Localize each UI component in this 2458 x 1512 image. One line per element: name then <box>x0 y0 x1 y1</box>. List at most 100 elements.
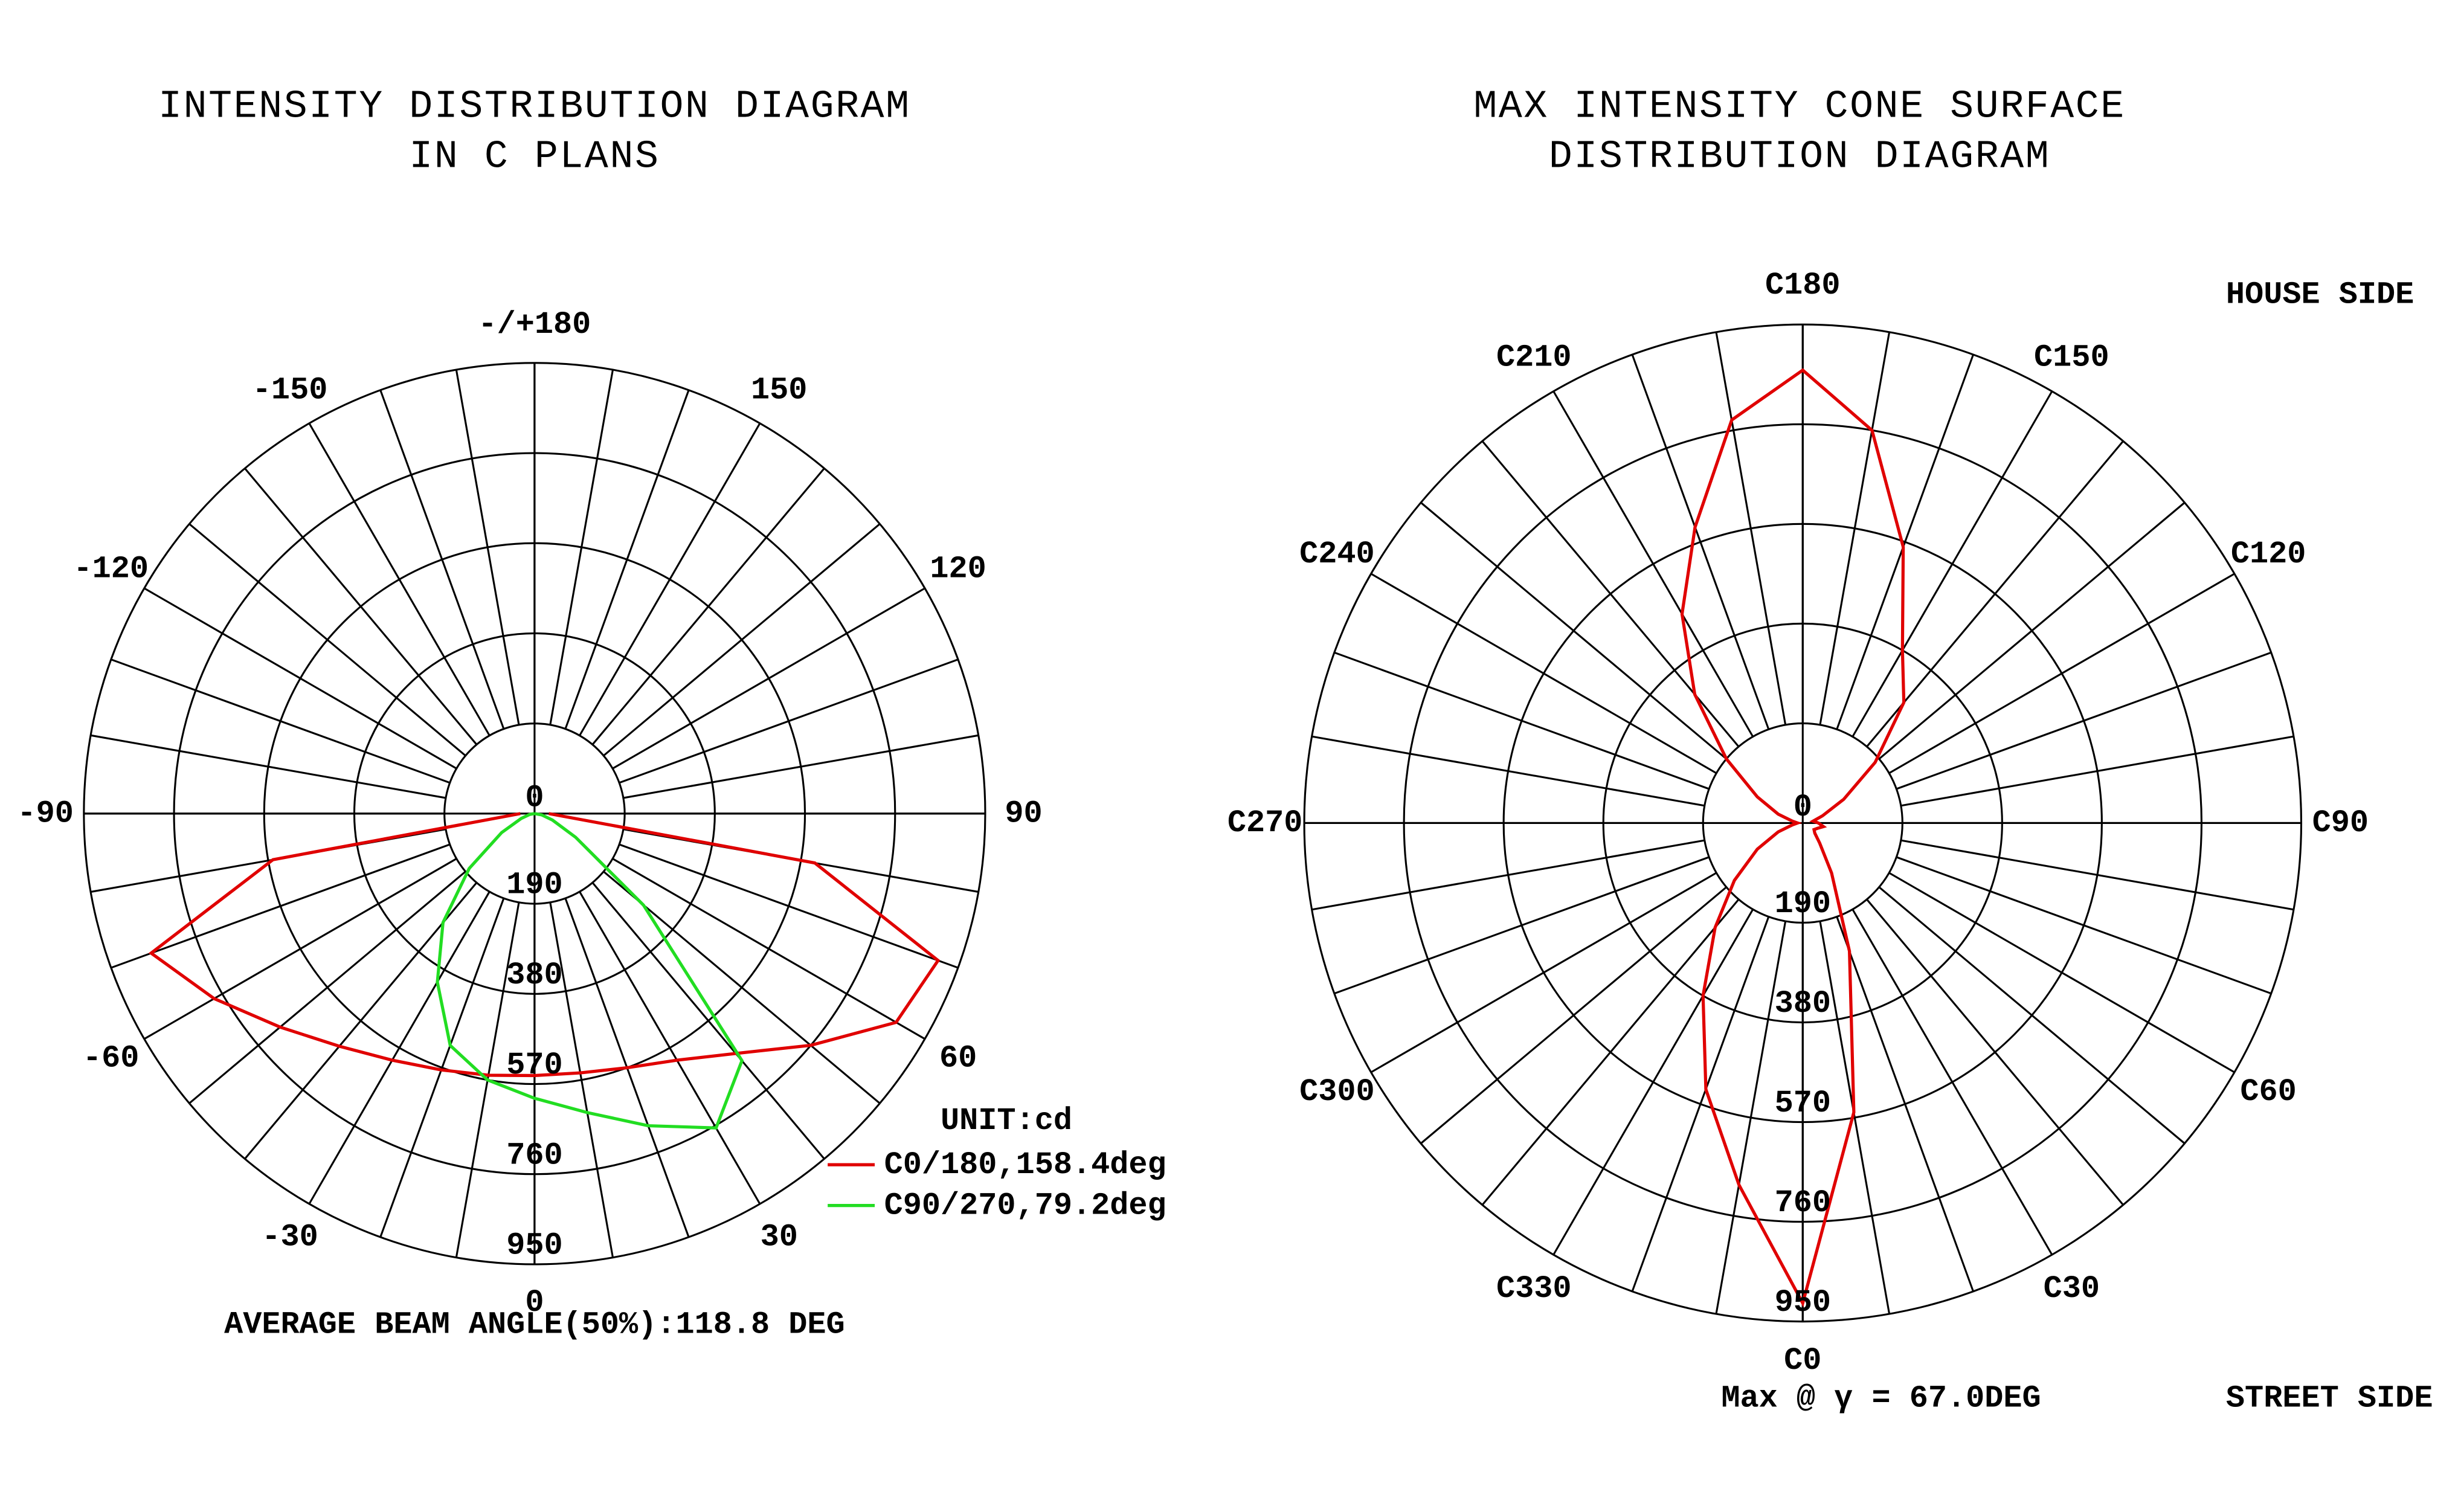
grid-spoke <box>1878 501 2186 760</box>
grid-spoke <box>619 658 959 784</box>
grid-spoke <box>1896 651 2272 790</box>
grid-spoke <box>1878 886 2186 1145</box>
r-tick-label: 190 <box>506 867 562 903</box>
grid-spoke <box>1552 390 1754 738</box>
grid-spoke <box>455 369 520 725</box>
theta-tick-label: C240 <box>1299 536 1375 572</box>
theta-tick-label: 120 <box>930 552 986 587</box>
curve <box>436 812 744 1130</box>
grid-spoke <box>1311 735 1705 807</box>
grid-spoke <box>1334 651 1710 790</box>
grid-spoke <box>1311 839 1705 911</box>
grid-spoke <box>1420 501 1727 760</box>
theta-tick-label: C210 <box>1496 339 1572 375</box>
r-tick-label: 570 <box>506 1047 562 1083</box>
theta-tick-label: 150 <box>751 372 807 408</box>
grid-spoke <box>1866 898 2124 1206</box>
grid-spoke <box>1481 440 1740 748</box>
grid-spoke <box>619 843 959 969</box>
grid-spoke <box>1896 856 2272 995</box>
grid-spoke <box>244 882 478 1160</box>
grid-spoke <box>188 870 466 1104</box>
chart-title: DISTRIBUTION DIAGRAM <box>1549 135 2050 179</box>
grid-spoke <box>1370 872 1717 1073</box>
theta-tick-label: -90 <box>18 796 74 832</box>
grid-spoke <box>1852 909 2053 1255</box>
grid-spoke <box>1836 354 1974 730</box>
grid-spoke <box>1420 886 1727 1145</box>
grid-spoke <box>612 858 925 1040</box>
grid-spoke <box>188 523 466 757</box>
grid-spoke <box>623 734 979 799</box>
grid-spoke <box>111 658 451 784</box>
theta-tick-label: 30 <box>761 1220 798 1255</box>
grid-spoke <box>612 587 925 770</box>
grid-spoke <box>1900 839 2294 911</box>
theta-tick-label: -150 <box>253 372 328 408</box>
theta-tick-label: C90 <box>2312 805 2369 841</box>
grid-spoke <box>144 858 457 1040</box>
grid-spoke <box>591 468 825 745</box>
theta-tick-label: C120 <box>2231 536 2306 572</box>
grid-spoke <box>549 902 614 1258</box>
grid-spoke <box>1334 856 1710 995</box>
grid-spoke <box>1481 898 1740 1206</box>
legend-label: C0/180,158.4deg <box>884 1147 1166 1183</box>
grid-spoke <box>579 891 761 1205</box>
unit-label: UNIT:cd <box>941 1103 1072 1139</box>
footer: AVERAGE BEAM ANGLE(50%):118.8 DEG <box>224 1307 845 1343</box>
grid-spoke <box>1852 390 2053 738</box>
r-tick-label: 950 <box>506 1227 562 1263</box>
grid-spoke <box>1836 916 1974 1292</box>
grid-spoke <box>1631 354 1770 730</box>
grid-spoke <box>1819 921 1891 1314</box>
theta-tick-label: -/+180 <box>478 307 591 343</box>
r-tick-label: 380 <box>1775 986 1831 1021</box>
theta-tick-label: C300 <box>1299 1074 1375 1110</box>
grid-spoke <box>603 870 881 1104</box>
chart-title: IN C PLANS <box>409 135 660 179</box>
grid-spoke <box>1866 440 2124 748</box>
grid-spoke <box>379 898 505 1238</box>
grid-spoke <box>1552 909 1754 1255</box>
grid-spoke <box>1888 872 2235 1073</box>
r-tick-label: 760 <box>506 1137 562 1173</box>
r-tick-label: 570 <box>1775 1086 1831 1121</box>
theta-tick-label: C330 <box>1496 1271 1572 1307</box>
theta-tick-label: C60 <box>2240 1074 2296 1110</box>
grid-spoke <box>1370 573 1717 774</box>
grid-spoke <box>308 422 491 736</box>
theta-tick-label: C180 <box>1765 268 1841 303</box>
theta-tick-label: -30 <box>262 1220 318 1255</box>
legend-label: C90/270,79.2deg <box>884 1188 1166 1223</box>
grid-spoke <box>90 734 446 799</box>
r-tick-label: 0 <box>1794 790 1812 825</box>
grid-spoke <box>244 468 478 745</box>
annotation: STREET SIDE <box>2226 1381 2433 1417</box>
curve <box>1680 368 1906 1308</box>
r-tick-label: 380 <box>506 957 562 993</box>
curve <box>148 812 941 1078</box>
r-tick-label: 190 <box>1775 886 1831 922</box>
grid-spoke <box>1888 573 2235 774</box>
grid-spoke <box>308 891 491 1205</box>
grid-spoke <box>1631 916 1770 1292</box>
grid-spoke <box>379 390 505 730</box>
r-tick-label: 950 <box>1775 1285 1831 1321</box>
r-tick-label: 0 <box>525 780 544 816</box>
theta-tick-label: -120 <box>73 552 149 587</box>
theta-tick-label: C270 <box>1227 805 1303 841</box>
grid-spoke <box>603 523 881 757</box>
footer: Max @ γ = 67.0DEG <box>1721 1381 2041 1417</box>
grid-spoke <box>1715 332 1787 725</box>
theta-tick-label: C150 <box>2034 339 2109 375</box>
r-tick-label: 760 <box>1775 1185 1831 1221</box>
theta-tick-label: 90 <box>1005 796 1042 832</box>
chart-title: MAX INTENSITY CONE SURFACE <box>1473 85 2125 129</box>
grid-spoke <box>549 369 614 725</box>
chart-title: INTENSITY DISTRIBUTION DIAGRAM <box>158 85 911 129</box>
grid-spoke <box>1900 735 2294 807</box>
annotation: HOUSE SIDE <box>2226 277 2414 313</box>
grid-spoke <box>111 843 451 969</box>
